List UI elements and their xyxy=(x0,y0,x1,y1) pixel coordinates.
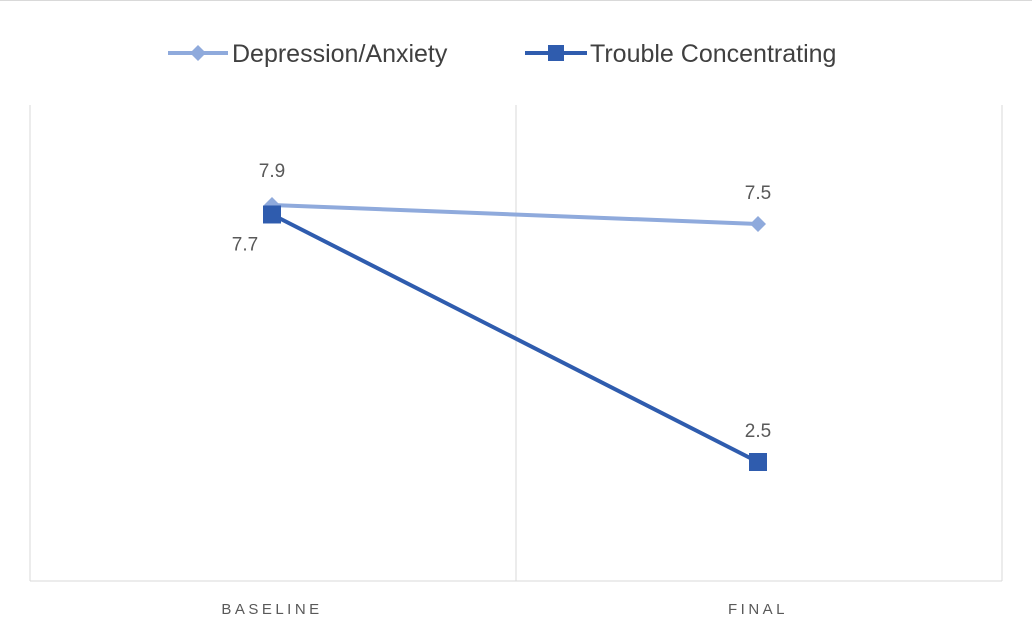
data-point-trouble-concentrating-final xyxy=(749,453,767,471)
data-label-depression-anxiety-baseline: 7.9 xyxy=(259,161,285,182)
legend: Depression/Anxiety Trouble Concentrating xyxy=(168,40,836,68)
legend-marker-square-icon xyxy=(548,45,564,61)
legend-item-depression-anxiety: Depression/Anxiety xyxy=(168,40,448,68)
x-axis-tick-labels: BASELINE FINAL xyxy=(221,601,788,618)
legend-label-trouble-concentrating: Trouble Concentrating xyxy=(590,40,836,68)
legend-marker-diamond-icon xyxy=(190,45,206,61)
series-line-trouble-concentrating xyxy=(271,212,759,464)
data-point-depression-anxiety-final xyxy=(750,216,766,232)
data-label-trouble-concentrating-final: 2.5 xyxy=(745,421,771,442)
data-label-depression-anxiety-final: 7.5 xyxy=(745,183,771,204)
data-point-trouble-concentrating-baseline xyxy=(263,205,281,224)
plot-area xyxy=(29,105,1003,582)
series-line-depression-anxiety xyxy=(271,202,759,226)
legend-label-depression-anxiety: Depression/Anxiety xyxy=(232,40,448,68)
legend-item-trouble-concentrating: Trouble Concentrating xyxy=(525,40,836,68)
x-tick-label-final: FINAL xyxy=(728,601,788,618)
data-label-trouble-concentrating-baseline: 7.7 xyxy=(232,234,258,255)
x-tick-label-baseline: BASELINE xyxy=(221,601,322,618)
